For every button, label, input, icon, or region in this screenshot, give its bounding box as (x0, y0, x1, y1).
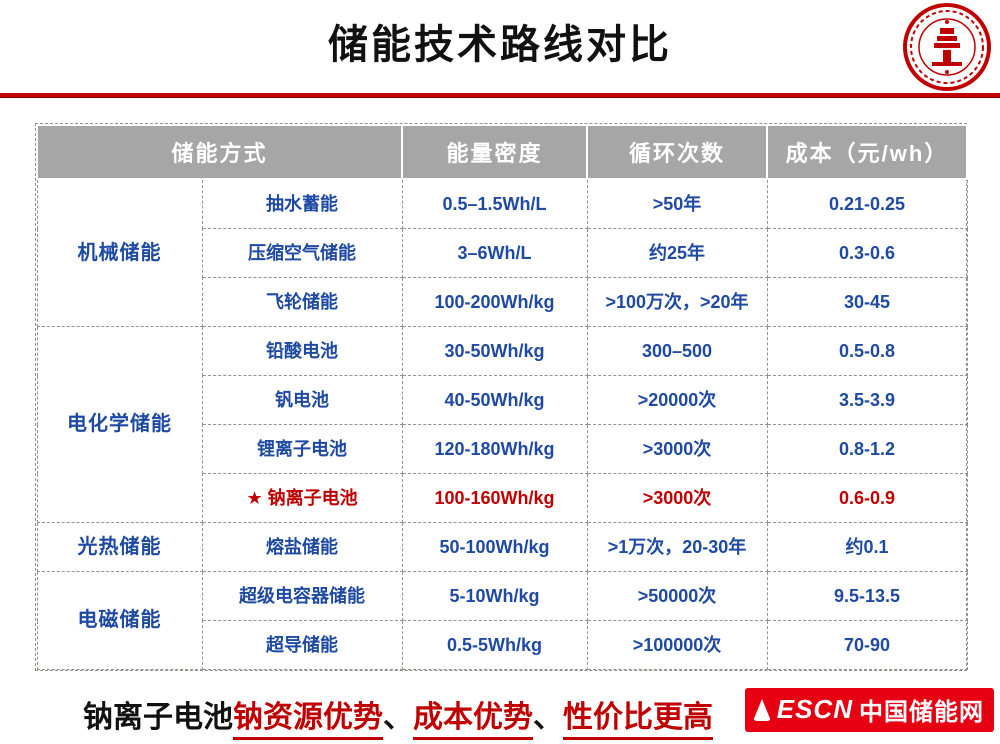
cost-cell: 0.3-0.6 (766, 228, 968, 278)
escn-logo: ESCN 中国储能网 (744, 688, 994, 732)
table-row: 超导储能 0.5-5Wh/kg >100000次 70-90 (37, 620, 968, 670)
category-cell: 光热储能 (36, 522, 203, 572)
cycles-cell: >3000次 (586, 473, 768, 523)
table-row: 锂离子电池 120-180Wh/kg >3000次 0.8-1.2 (37, 424, 968, 474)
column-header-cost: 成本（元/wh） (766, 124, 969, 180)
university-seal-icon (903, 3, 991, 91)
category-cell: 电化学储能 (36, 326, 203, 523)
title-divider-shadow (0, 97, 1000, 98)
subtype-cell: 钒电池 (201, 375, 403, 425)
university-seal-logo (902, 2, 992, 92)
density-cell: 100-160Wh/kg (401, 473, 588, 523)
category-cell: 机械储能 (36, 178, 203, 327)
header-row: 储能方式 能量密度 循环次数 成本（元/wh） (35, 124, 969, 180)
table-container: 储能方式 能量密度 循环次数 成本（元/wh） 机械储能 抽水蓄能 0.5–1.5Wh/L >… (35, 123, 969, 671)
table-row: 光热储能 熔盐储能 50-100Wh/kg >1万次，20-30年 约0.1 (36, 522, 968, 572)
cost-cell: 70-90 (766, 620, 968, 670)
cost-cell: 0.6-0.9 (766, 473, 968, 523)
subtype-cell: 锂离子电池 (201, 424, 403, 474)
footer-plain-text: 、 (383, 701, 413, 734)
cycles-cell: 约25年 (586, 228, 768, 278)
cost-cell: 0.5-0.8 (766, 326, 968, 376)
cost-cell: 约0.1 (766, 522, 968, 572)
table-row: ★ 钠离子电池 100-160Wh/kg >3000次 0.6-0.9 (37, 473, 968, 523)
escn-abbr: ESCN (776, 694, 853, 724)
cycles-cell: >100000次 (586, 620, 768, 670)
cost-cell: 9.5-13.5 (766, 571, 968, 621)
storage-comparison-table: 储能方式 能量密度 循环次数 成本（元/wh） 机械储能 抽水蓄能 0.5–1.5Wh/L >… (35, 124, 969, 670)
density-cell: 40-50Wh/kg (401, 375, 588, 425)
footer-plain-text: 、 (533, 701, 563, 734)
footer-text: 钠离子电池钠资源优势、成本优势、性价比更高 (83, 692, 713, 740)
cost-cell: 3.5-3.9 (766, 375, 968, 425)
column-header-density: 能量密度 (401, 124, 589, 180)
escn-flame-icon (752, 698, 771, 721)
subtype-cell: 熔盐储能 (201, 522, 403, 572)
cycles-cell: >50年 (586, 178, 768, 229)
subtype-cell: 抽水蓄能 (201, 178, 403, 229)
subtype-cell: ★ 钠离子电池 (201, 473, 403, 523)
density-cell: 0.5-5Wh/kg (401, 620, 588, 670)
column-header-method: 储能方式 (35, 124, 404, 180)
density-cell: 5-10Wh/kg (401, 571, 588, 621)
density-cell: 0.5–1.5Wh/L (401, 178, 588, 229)
table-row: 钒电池 40-50Wh/kg >20000次 3.5-3.9 (37, 375, 968, 425)
subtype-cell: 超导储能 (201, 620, 403, 670)
subtype-cell: 飞轮储能 (201, 277, 403, 327)
subtype-cell: 超级电容器储能 (201, 571, 403, 621)
subtype-cell: 铅酸电池 (201, 326, 403, 376)
density-cell: 50-100Wh/kg (401, 522, 588, 572)
cycles-cell: >3000次 (586, 424, 768, 474)
density-cell: 3–6Wh/L (401, 228, 588, 278)
column-header-cycles: 循环次数 (586, 124, 769, 180)
cost-cell: 30-45 (766, 277, 968, 327)
footer-emphasis-term: 成本优势 (413, 692, 533, 740)
cycles-cell: 300–500 (586, 326, 768, 376)
cycles-cell: >1万次，20-30年 (586, 522, 768, 572)
footer-emphasis-term: 钠资源优势 (233, 692, 383, 740)
table-row: 机械储能 抽水蓄能 0.5–1.5Wh/L >50年 0.21-0.25 (36, 178, 968, 327)
cycles-cell: >50000次 (586, 571, 768, 621)
cost-cell: 0.21-0.25 (766, 178, 968, 229)
table-row: 电化学储能 铅酸电池 30-50Wh/kg 300–500 0.5-0.8 (36, 326, 968, 523)
cycles-cell: >20000次 (586, 375, 768, 425)
footer-emphasis-term: 性价比更高 (563, 692, 713, 740)
category-cell: 电磁储能 (36, 571, 203, 670)
footer-plain-text: 钠离子电池 (83, 701, 233, 734)
page-title: 储能技术路线对比 (328, 23, 672, 67)
subtype-cell: 压缩空气储能 (201, 228, 403, 278)
cycles-cell: >100万次，>20年 (586, 277, 768, 327)
table-row: 电磁储能 超级电容器储能 5-10Wh/kg >50000次 9.5-13.5 (36, 571, 968, 670)
density-cell: 100-200Wh/kg (401, 277, 588, 327)
density-cell: 30-50Wh/kg (401, 326, 588, 376)
title-divider (0, 93, 1000, 97)
density-cell: 120-180Wh/kg (401, 424, 588, 474)
table-row: 压缩空气储能 3–6Wh/L 约25年 0.3-0.6 (37, 228, 968, 278)
cost-cell: 0.8-1.2 (766, 424, 968, 474)
table-row: 飞轮储能 100-200Wh/kg >100万次，>20年 30-45 (37, 277, 968, 327)
escn-name: 中国储能网 (859, 699, 984, 726)
